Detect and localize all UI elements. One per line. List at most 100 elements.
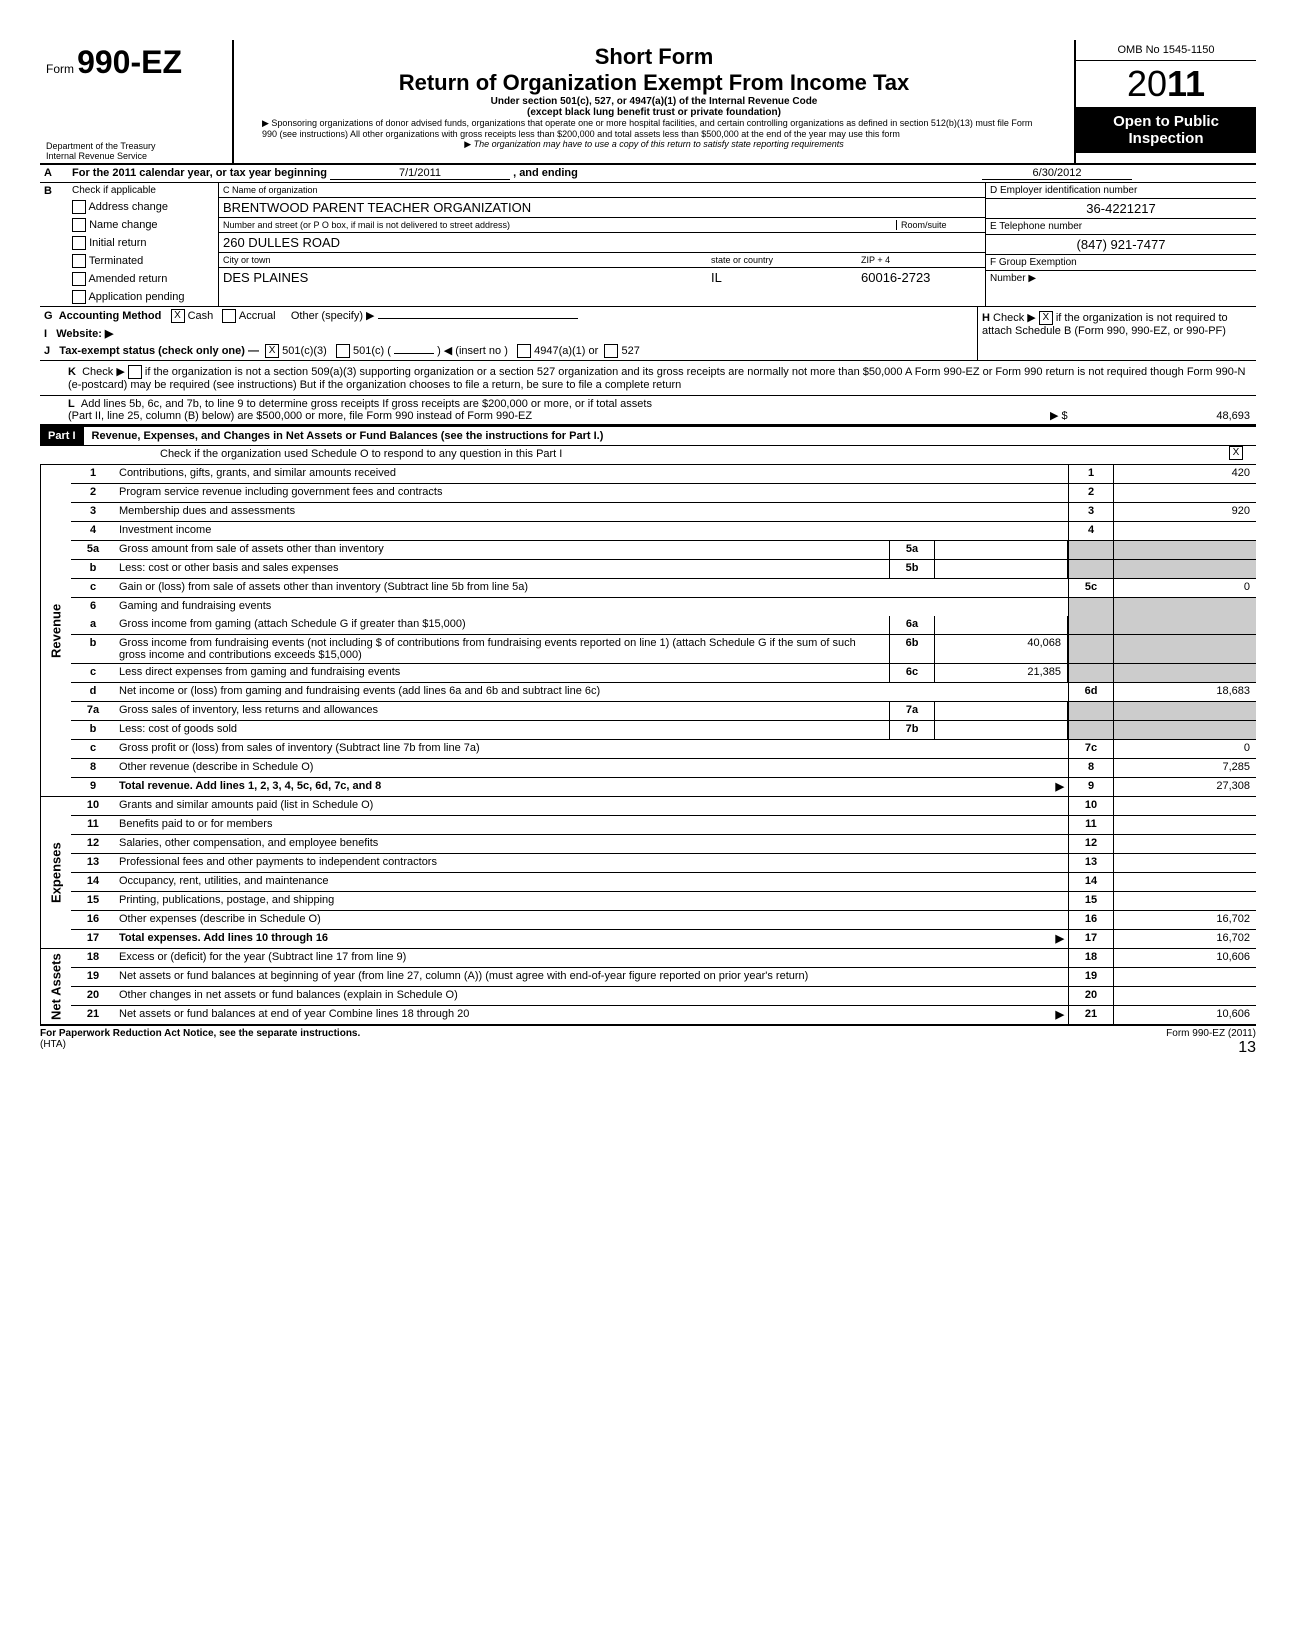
l2-v[interactable] — [1114, 484, 1256, 502]
l7a-mv[interactable] — [935, 702, 1068, 720]
l4-v[interactable] — [1114, 522, 1256, 540]
l6d-v[interactable]: 18,683 — [1114, 683, 1256, 701]
l8-v[interactable]: 7,285 — [1114, 759, 1256, 777]
l7b-mb: 7b — [889, 721, 935, 739]
l15-v[interactable] — [1114, 892, 1256, 910]
l13-nb: 13 — [1068, 854, 1114, 872]
I-label: Website: ▶ — [56, 328, 113, 340]
l11-d: Benefits paid to or for members — [115, 816, 1068, 834]
l20-v[interactable] — [1114, 987, 1256, 1005]
cb-cash[interactable]: X — [171, 309, 185, 323]
A-end[interactable]: 6/30/2012 — [982, 167, 1132, 180]
l21-n: 21 — [71, 1006, 115, 1024]
l5b-mv[interactable] — [935, 560, 1068, 578]
l8-n: 8 — [71, 759, 115, 777]
l6c-d: Less direct expenses from gaming and fun… — [115, 664, 889, 682]
opt-amended: Amended return — [88, 273, 167, 285]
l7b-d: Less: cost of goods sold — [115, 721, 889, 739]
cb-501c3[interactable]: X — [265, 344, 279, 358]
cb-amended[interactable] — [72, 272, 86, 286]
D-val[interactable]: 36-4221217 — [986, 199, 1256, 219]
l6a-mv[interactable] — [935, 616, 1068, 634]
l1-v[interactable]: 420 — [1114, 465, 1256, 483]
cb-501c[interactable] — [336, 344, 350, 358]
E-label: E Telephone number — [986, 219, 1256, 235]
l4-nb: 4 — [1068, 522, 1114, 540]
J-insert[interactable] — [394, 353, 434, 354]
cb-initial[interactable] — [72, 236, 86, 250]
form-number: 990-EZ — [77, 44, 182, 80]
l11-v[interactable] — [1114, 816, 1256, 834]
C-zip[interactable]: 60016-2723 — [861, 270, 981, 285]
l10-d: Grants and similar amounts paid (list in… — [115, 797, 1068, 815]
A-begin[interactable]: 7/1/2011 — [330, 167, 510, 180]
E-val[interactable]: (847) 921-7477 — [986, 235, 1256, 255]
C-state-label: state or country — [711, 255, 861, 265]
l10-v[interactable] — [1114, 797, 1256, 815]
cb-address[interactable] — [72, 200, 86, 214]
l19-n: 19 — [71, 968, 115, 986]
cb-name[interactable] — [72, 218, 86, 232]
l3-nb: 3 — [1068, 503, 1114, 521]
l14-v[interactable] — [1114, 873, 1256, 891]
G-other-input[interactable] — [378, 318, 578, 319]
l5b-n: b — [71, 560, 115, 578]
l7b-mv[interactable] — [935, 721, 1068, 739]
l6b-v — [1114, 635, 1256, 663]
cb-pending[interactable] — [72, 290, 86, 304]
F-label: F Group Exemption — [986, 255, 1256, 271]
l18-v[interactable]: 10,606 — [1114, 949, 1256, 967]
l19-d: Net assets or fund balances at beginning… — [115, 968, 1068, 986]
l20-d: Other changes in net assets or fund bala… — [115, 987, 1068, 1005]
cb-4947[interactable] — [517, 344, 531, 358]
l19-v[interactable] — [1114, 968, 1256, 986]
cb-K[interactable] — [128, 365, 142, 379]
l6b-n: b — [71, 635, 115, 663]
l5a-mv[interactable] — [935, 541, 1068, 559]
cb-527[interactable] — [604, 344, 618, 358]
l9-v[interactable]: 27,308 — [1114, 778, 1256, 796]
l21-v[interactable]: 10,606 — [1114, 1006, 1256, 1024]
L-val[interactable]: 48,693 — [1216, 410, 1250, 422]
l3-v[interactable]: 920 — [1114, 503, 1256, 521]
cb-terminated[interactable] — [72, 254, 86, 268]
l6a-d: Gross income from gaming (attach Schedul… — [115, 616, 889, 634]
line-A: A For the 2011 calendar year, or tax yea… — [40, 165, 1256, 183]
l6c-mv[interactable]: 21,385 — [935, 664, 1068, 682]
C-street[interactable]: 260 DULLES ROAD — [219, 233, 985, 253]
G-accrual: Accrual — [239, 310, 276, 322]
short-form-title: Short Form — [242, 44, 1066, 70]
C-state[interactable]: IL — [711, 270, 861, 285]
C-name[interactable]: BRENTWOOD PARENT TEACHER ORGANIZATION — [219, 198, 985, 218]
part1-header: Part I Revenue, Expenses, and Changes in… — [40, 425, 1256, 446]
l16-d: Other expenses (describe in Schedule O) — [115, 911, 1068, 929]
l16-nb: 16 — [1068, 911, 1114, 929]
l15-d: Printing, publications, postage, and shi… — [115, 892, 1068, 910]
l6c-mb: 6c — [889, 664, 935, 682]
sub1: Under section 501(c), 527, or 4947(a)(1)… — [242, 96, 1066, 107]
part1-label: Part I — [40, 427, 84, 445]
C-city-label: City or town — [223, 255, 711, 265]
l5c-v[interactable]: 0 — [1114, 579, 1256, 597]
cb-part1[interactable]: X — [1229, 446, 1243, 460]
l16-v[interactable]: 16,702 — [1114, 911, 1256, 929]
return-title: Return of Organization Exempt From Incom… — [242, 70, 1066, 96]
l12-v[interactable] — [1114, 835, 1256, 853]
C-city[interactable]: DES PLAINES — [223, 270, 711, 285]
l17-arrow: ▶ — [1056, 932, 1064, 945]
footer-page: 13 — [1238, 1039, 1256, 1056]
header-right: OMB No 1545-1150 2011 Open to Public Ins… — [1074, 40, 1256, 163]
line-L: L Add lines 5b, 6c, and 7b, to line 9 to… — [40, 396, 1256, 425]
l8-d: Other revenue (describe in Schedule O) — [115, 759, 1068, 777]
l6-d: Gaming and fundraising events — [115, 598, 1068, 616]
l6b-mv[interactable]: 40,068 — [935, 635, 1068, 663]
G-cash: Cash — [188, 310, 214, 322]
cb-accrual[interactable] — [222, 309, 236, 323]
l13-v[interactable] — [1114, 854, 1256, 872]
l5a-nb — [1068, 541, 1114, 559]
open-public: Open to Public Inspection — [1076, 107, 1256, 153]
l17-v[interactable]: 16,702 — [1114, 930, 1256, 948]
l15-n: 15 — [71, 892, 115, 910]
cb-H[interactable]: X — [1039, 311, 1053, 325]
l7c-v[interactable]: 0 — [1114, 740, 1256, 758]
